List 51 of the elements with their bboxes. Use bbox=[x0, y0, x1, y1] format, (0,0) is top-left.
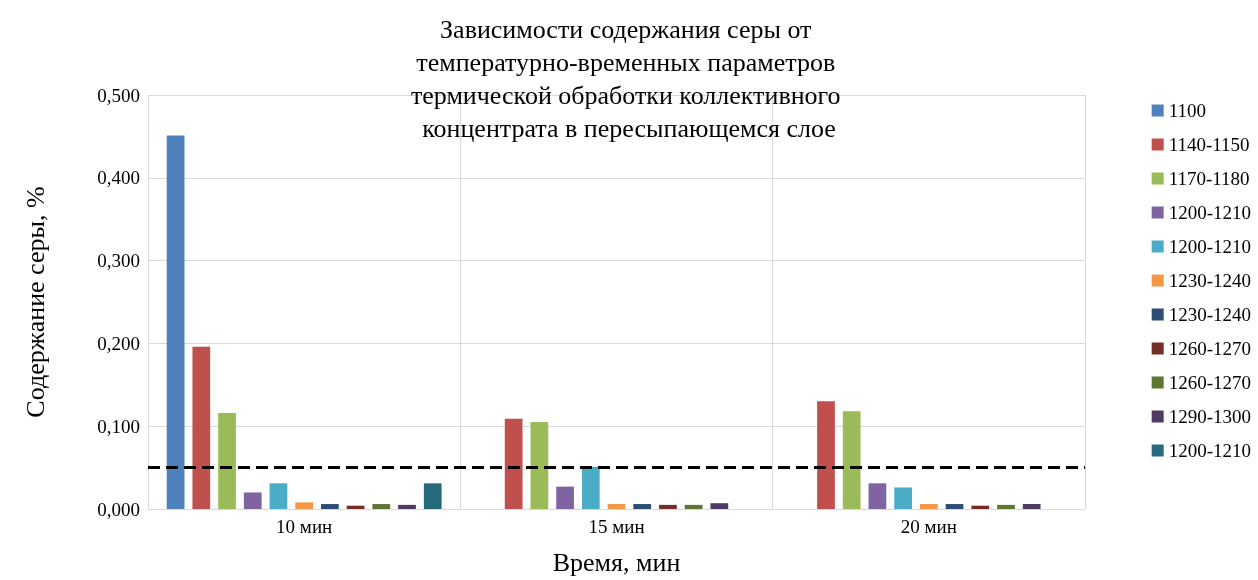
bar bbox=[192, 346, 211, 509]
bar bbox=[269, 483, 288, 509]
legend-label: 1200-1210 bbox=[1168, 440, 1251, 461]
bar bbox=[556, 486, 574, 509]
bar bbox=[945, 504, 964, 509]
y-tick-label: 0,000 bbox=[97, 498, 140, 520]
bar bbox=[530, 422, 549, 509]
legend-label: 1230-1240 bbox=[1168, 270, 1251, 291]
y-tick-label: 0,400 bbox=[97, 167, 140, 189]
legend-label: 1100 bbox=[1168, 100, 1206, 121]
y-tick-label: 0,500 bbox=[97, 84, 140, 106]
legend-label: 1290-1300 bbox=[1168, 406, 1251, 427]
legend-label: 1260-1270 bbox=[1168, 372, 1251, 393]
legend-label: 1260-1270 bbox=[1168, 338, 1251, 359]
bar bbox=[581, 466, 600, 509]
bar bbox=[398, 504, 416, 509]
bar bbox=[817, 401, 835, 509]
bar bbox=[321, 504, 339, 509]
chart-title: Зависимости содержания серы от температурно-временных параметров термической обработки коллективного концентрата в пересыпающемся слое bbox=[410, 15, 848, 143]
bar bbox=[971, 505, 990, 509]
legend-label: 1230-1240 bbox=[1168, 304, 1251, 325]
bar bbox=[218, 412, 236, 509]
bar bbox=[919, 504, 938, 509]
y-tick-label: 0,300 bbox=[97, 250, 140, 272]
legend-label: 1200-1210 bbox=[1168, 202, 1251, 223]
x-axis-title: Время, мин bbox=[552, 547, 681, 577]
x-tick-label: 10 мин bbox=[276, 516, 333, 537]
bar bbox=[423, 483, 442, 509]
bar bbox=[842, 411, 861, 509]
bar bbox=[243, 492, 262, 509]
legend-label: 1140-1150 bbox=[1168, 134, 1250, 155]
bar bbox=[868, 483, 887, 509]
bar bbox=[710, 503, 729, 509]
bar bbox=[684, 504, 703, 509]
bar bbox=[633, 504, 652, 509]
legend-label: 1170-1180 bbox=[1168, 168, 1250, 189]
bar bbox=[295, 502, 314, 509]
bar bbox=[166, 135, 185, 509]
bar bbox=[504, 418, 523, 509]
y-tick-label: 0,100 bbox=[97, 415, 140, 437]
x-tick-label: 20 мин bbox=[900, 516, 957, 537]
bar bbox=[607, 504, 626, 509]
bar bbox=[659, 504, 677, 509]
bar bbox=[372, 504, 391, 509]
bar bbox=[894, 487, 912, 509]
legend-label: 1200-1210 bbox=[1168, 236, 1251, 257]
bar bbox=[997, 504, 1015, 509]
y-axis-title: Содержание серы, % bbox=[20, 186, 50, 418]
bar bbox=[1022, 504, 1041, 509]
y-tick-label: 0,200 bbox=[97, 332, 140, 354]
x-tick-label: 15 мин bbox=[588, 516, 645, 537]
